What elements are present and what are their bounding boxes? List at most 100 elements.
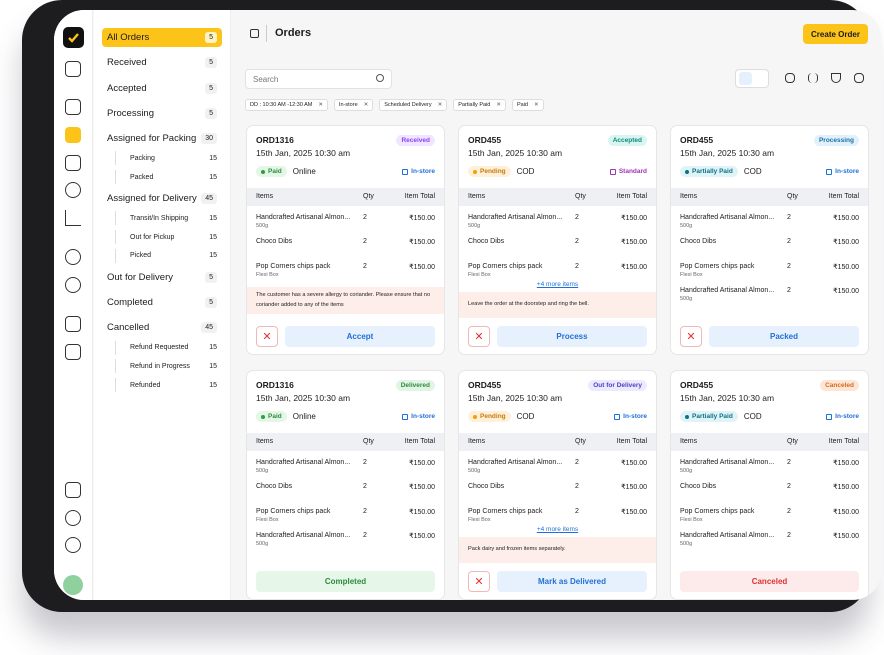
- delivery-icon: [826, 168, 833, 175]
- nav-count: 5: [205, 107, 217, 119]
- nav-subitem[interactable]: Refund Requested 15: [115, 340, 217, 355]
- nav-group: Refund Requested 15 Refund in Progress 15 Re…: [102, 340, 222, 393]
- icon[interactable]: [65, 61, 81, 77]
- item-qty: 2: [575, 507, 579, 515]
- view-toggle[interactable]: [735, 69, 769, 88]
- item-row: Handcrafted Artisanal Almon... 500g 2 ₹150.…: [671, 214, 868, 238]
- icon[interactable]: [65, 155, 81, 171]
- payment: Pending COD: [468, 166, 534, 177]
- nav-sublabel: Refund in Progress: [130, 362, 190, 370]
- action-button[interactable]: Process: [497, 326, 647, 347]
- nav-subitem[interactable]: Out for Pickup 15: [115, 230, 217, 245]
- nav-subitem[interactable]: Packed 15: [115, 170, 217, 185]
- item-variant: 500g: [680, 541, 693, 548]
- nav-item[interactable]: Accepted 5: [102, 79, 222, 98]
- filter-chip[interactable]: DD : 10:30 AM -12:30 AM ✕: [245, 99, 328, 111]
- icon[interactable]: [65, 249, 81, 265]
- nav-subitem[interactable]: Transit/In Shipping 15: [115, 211, 217, 226]
- avatar[interactable]: [63, 575, 83, 595]
- sort-icon[interactable]: [808, 73, 818, 83]
- print-icon[interactable]: [854, 73, 864, 83]
- items: Handcrafted Artisanal Almon... 500g 2 ₹150.…: [459, 214, 656, 319]
- table-heading: Qty: [575, 193, 586, 200]
- payment-status: Partially Paid: [680, 166, 738, 177]
- item-row: Pop Corners chips pack Flexi Box 2 ₹150.00: [671, 263, 868, 287]
- icon[interactable]: [65, 99, 81, 115]
- action-button[interactable]: Mark as Delivered: [497, 571, 647, 592]
- nav-sublabel: Refund Requested: [130, 344, 189, 352]
- actions: ✕ Mark as Delivered: [468, 571, 647, 592]
- item-qty: 2: [787, 459, 791, 466]
- icon[interactable]: [65, 510, 81, 526]
- item-qty: 2: [787, 238, 791, 246]
- chip-remove[interactable]: ✕: [363, 102, 369, 108]
- nav-subitem[interactable]: Refunded 15: [115, 378, 217, 393]
- delivery-type: In-store: [826, 413, 859, 420]
- item-total: ₹150.00: [409, 460, 435, 467]
- filter-chip[interactable]: Paid ✕: [511, 99, 544, 111]
- order-id: ORD455: [680, 380, 714, 390]
- icon[interactable]: [65, 537, 81, 553]
- item-name: Choco Dibs: [256, 238, 293, 246]
- icon-rail: [54, 10, 93, 600]
- nav-subcount: 15: [209, 233, 217, 241]
- icon[interactable]: [65, 344, 81, 360]
- action-button[interactable]: Packed: [709, 326, 859, 347]
- action-button[interactable]: Canceled: [680, 571, 859, 592]
- calendar-icon[interactable]: [785, 73, 795, 83]
- nav-item[interactable]: Assigned for Delivery 45: [102, 189, 222, 208]
- filter-chip[interactable]: In-store ✕: [333, 99, 374, 111]
- order-card: ORD455 Accepted 15th Jan, 2025 10:30 am Pen…: [458, 125, 657, 355]
- view-active[interactable]: [739, 72, 752, 85]
- filter-icon[interactable]: [831, 73, 841, 83]
- action-button[interactable]: Completed: [256, 571, 435, 592]
- nav-subitem[interactable]: Packing 15: [115, 151, 217, 166]
- delivery-text: In-store: [835, 413, 859, 420]
- icon[interactable]: [65, 482, 81, 498]
- chip-remove[interactable]: ✕: [318, 102, 323, 108]
- chip-remove[interactable]: ✕: [496, 102, 501, 108]
- action-button[interactable]: Accept: [285, 326, 435, 347]
- item-variant: 500g: [468, 468, 481, 474]
- nav-subitem[interactable]: Refund in Progress 15: [115, 359, 217, 374]
- icon-active[interactable]: [65, 127, 81, 143]
- icon[interactable]: [65, 210, 81, 226]
- payment-status: Partially Paid: [680, 411, 738, 422]
- reject-button[interactable]: ✕: [680, 326, 702, 347]
- filter-chip[interactable]: Partially Paid ✕: [453, 99, 506, 111]
- search-input[interactable]: Search: [245, 69, 392, 89]
- nav-item[interactable]: All Orders 5: [102, 28, 222, 47]
- icon[interactable]: [65, 182, 81, 198]
- item-row: Pop Corners chips pack Flexi Box 2 ₹150.00: [671, 508, 868, 532]
- icon[interactable]: [65, 277, 81, 293]
- nav-item[interactable]: Out for Delivery 5: [102, 268, 222, 287]
- icon[interactable]: [65, 316, 81, 332]
- nav-item[interactable]: Assigned for Packing 30: [102, 129, 222, 148]
- reject-button[interactable]: ✕: [468, 571, 490, 592]
- nav-item[interactable]: Received 5: [102, 53, 222, 72]
- nav-item[interactable]: Completed 5: [102, 293, 222, 312]
- chip-remove[interactable]: ✕: [437, 102, 443, 108]
- reject-button[interactable]: ✕: [256, 326, 278, 347]
- nav-sublabel: Refunded: [130, 381, 161, 389]
- more-items[interactable]: +4 more items: [536, 281, 579, 289]
- table-heading: Item Total: [616, 193, 647, 200]
- item-qty: 2: [575, 459, 579, 466]
- table-header: Items Qty Item Total: [671, 433, 868, 451]
- item-total: ₹150.00: [409, 533, 435, 541]
- create-button[interactable]: Create Order: [803, 24, 868, 44]
- panel-toggle[interactable]: [250, 29, 259, 38]
- more-items[interactable]: +4 more items: [536, 526, 579, 534]
- item-row: Choco Dibs 2 ₹150.00: [671, 238, 868, 262]
- nav-subcount: 15: [209, 173, 217, 181]
- item-total: ₹150.00: [409, 508, 435, 516]
- nav-item[interactable]: Cancelled 45: [102, 318, 222, 337]
- chip-remove[interactable]: ✕: [533, 102, 539, 108]
- item-total: ₹150.00: [833, 533, 859, 541]
- filter-chip[interactable]: Scheduled Delivery ✕: [379, 99, 448, 111]
- nav-item[interactable]: Processing 5: [102, 104, 222, 123]
- nav-subitem[interactable]: Picked 15: [115, 248, 217, 263]
- item-total: ₹150.00: [621, 484, 647, 492]
- search-icon: [376, 74, 384, 82]
- reject-button[interactable]: ✕: [468, 326, 490, 347]
